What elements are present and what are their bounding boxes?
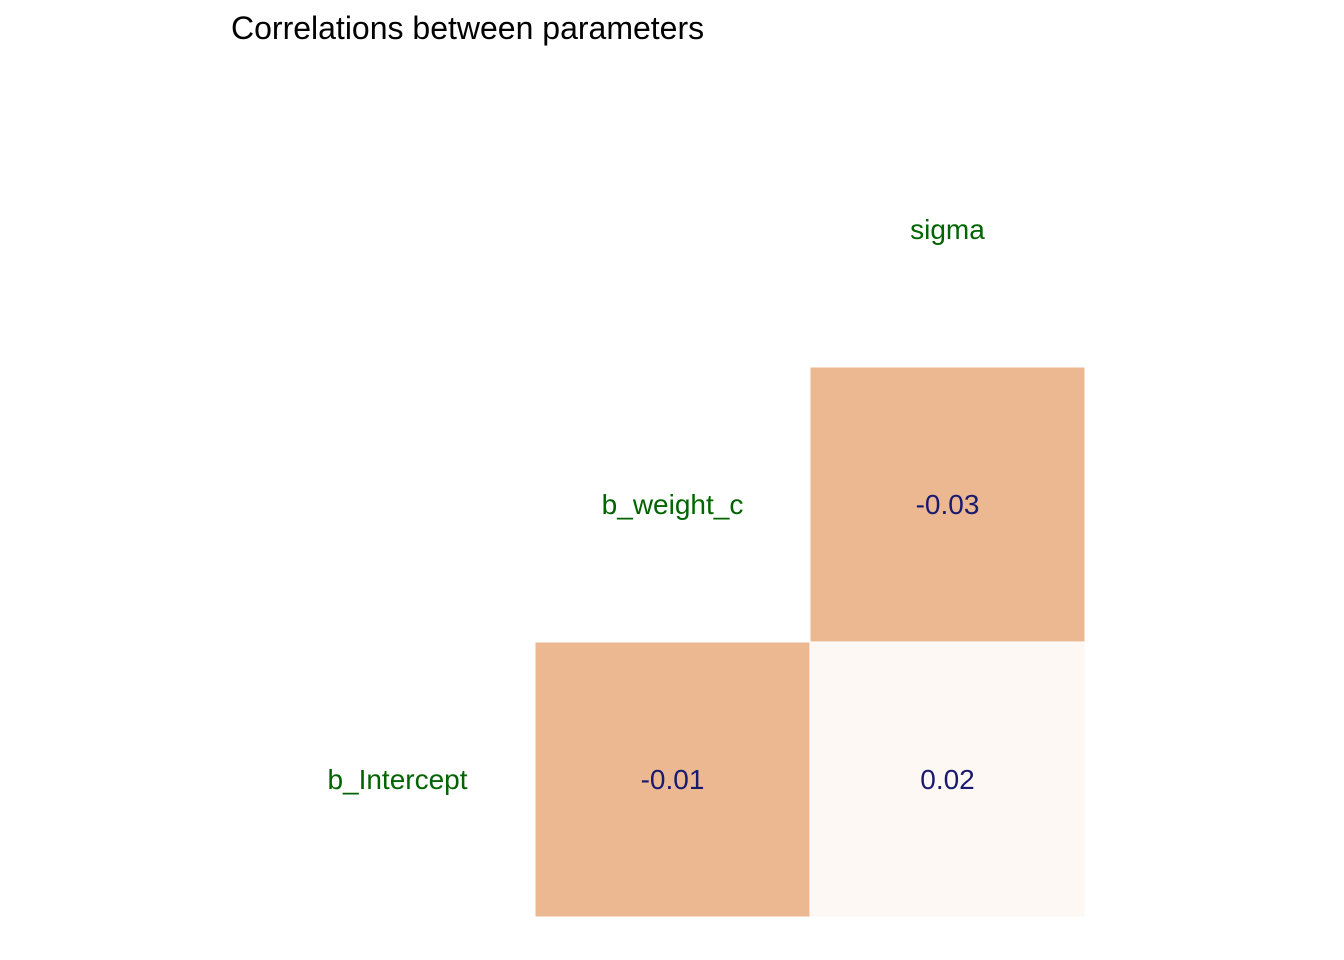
heatmap-cell-b-intercept-b-weight-c [534, 641, 811, 918]
heatmap-cell-b-weight-c-sigma [809, 366, 1086, 643]
heatmap-cells [534, 366, 1086, 918]
chart-title: Correlations between parameters [231, 10, 705, 46]
cell-value-labels: -0.01 0.02 -0.03 [641, 489, 980, 795]
variable-label-b-intercept: b_Intercept [327, 764, 467, 795]
cell-value-b-intercept-sigma: 0.02 [920, 764, 975, 795]
cell-value-b-intercept-b-weight-c: -0.01 [641, 764, 705, 795]
variable-label-sigma: sigma [910, 214, 985, 245]
variable-labels: b_Intercept b_weight_c sigma [327, 214, 985, 795]
cell-value-b-weight-c-sigma: -0.03 [916, 489, 980, 520]
variable-label-b-weight-c: b_weight_c [602, 489, 744, 520]
